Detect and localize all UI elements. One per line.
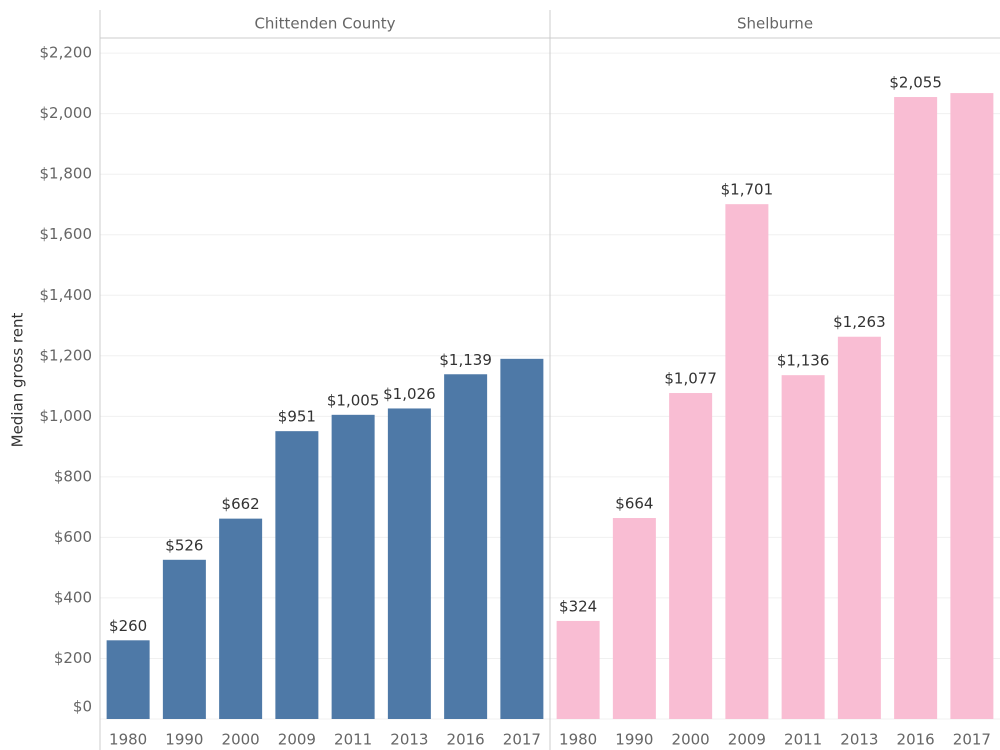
y-tick-label: $0 [73, 698, 92, 716]
bar [612, 518, 656, 719]
x-tick-label: 2011 [334, 731, 372, 749]
bar [837, 336, 881, 719]
x-tick-label: 2013 [840, 731, 878, 749]
x-tick-label: 2000 [672, 731, 710, 749]
bar [387, 408, 431, 719]
y-tick-label: $1,400 [40, 286, 93, 304]
y-tick-label: $1,200 [40, 346, 93, 364]
bar [500, 358, 544, 719]
y-tick-label: $2,000 [40, 104, 93, 122]
bar [725, 204, 769, 719]
x-tick-label: 2009 [278, 731, 316, 749]
bar [556, 620, 600, 719]
x-tick-label: 2013 [390, 731, 428, 749]
panel-title: Chittenden County [254, 15, 395, 33]
y-tick-label: $1,800 [40, 165, 93, 183]
value-label: $526 [165, 536, 203, 554]
x-tick-label: 2011 [784, 731, 822, 749]
x-tick-label: 2009 [728, 731, 766, 749]
x-tick-label: 1980 [109, 731, 147, 749]
value-label: $2,055 [889, 74, 942, 92]
bar [219, 518, 263, 719]
bar [275, 431, 319, 719]
x-tick-label: 2017 [953, 731, 991, 749]
bar [950, 93, 994, 720]
y-tick-label: $800 [54, 467, 92, 485]
bar [106, 640, 150, 719]
value-label: $260 [109, 617, 147, 635]
y-tick-label: $200 [54, 649, 92, 667]
x-tick-label: 2016 [447, 731, 485, 749]
value-label: $1,139 [439, 351, 492, 369]
bar [444, 374, 488, 719]
panel-title: Shelburne [737, 15, 813, 33]
bar [331, 414, 375, 719]
x-tick-label: 2000 [222, 731, 260, 749]
y-tick-label: $400 [54, 588, 92, 606]
x-tick-label: 1980 [559, 731, 597, 749]
x-tick-label: 2016 [897, 731, 935, 749]
value-label: $662 [222, 495, 260, 513]
y-tick-label: $1,000 [40, 407, 93, 425]
value-label: $1,005 [327, 391, 380, 409]
x-tick-label: 1990 [165, 731, 203, 749]
value-label: $1,136 [777, 352, 830, 370]
value-label: $1,263 [833, 313, 886, 331]
bar [781, 375, 825, 719]
bar [669, 393, 713, 719]
y-tick-label: $1,600 [40, 225, 93, 243]
value-label: $664 [615, 495, 653, 513]
y-tick-label: $600 [54, 528, 92, 546]
bar [894, 97, 938, 719]
value-label: $1,026 [383, 385, 436, 403]
x-tick-label: 1990 [615, 731, 653, 749]
value-label: $951 [278, 408, 316, 426]
value-label: $1,077 [664, 370, 717, 388]
value-label: $324 [559, 597, 597, 615]
y-axis-label: Median gross rent [9, 313, 27, 448]
value-label: $1,701 [721, 181, 774, 199]
x-tick-label: 2017 [503, 731, 541, 749]
y-tick-label: $2,200 [40, 44, 93, 62]
bar [162, 559, 206, 719]
